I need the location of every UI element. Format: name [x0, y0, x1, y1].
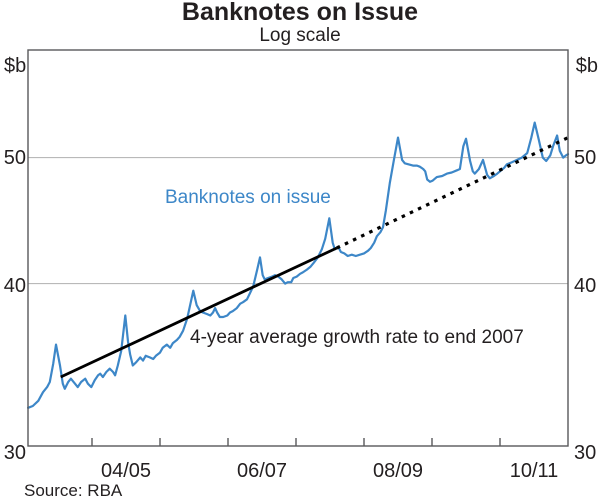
trend-dotted-line — [336, 136, 569, 250]
series-label: Banknotes on issue — [165, 187, 331, 208]
x-axis-ticks — [91, 438, 501, 446]
x-tick-label-0809: 08/09 — [372, 460, 424, 482]
x-tick-label-0405: 04/05 — [100, 460, 152, 482]
y-tick-label-30-left: 30 — [3, 442, 26, 464]
y-tick-label-30-right: 30 — [574, 442, 597, 464]
y-axis-unit-left: $b — [4, 55, 27, 77]
y-tick-label-50-right: 50 — [574, 147, 597, 169]
y-axis-unit-right: $b — [575, 55, 598, 77]
chart-subtitle: Log scale — [259, 25, 341, 46]
x-tick-label-0607: 06/07 — [236, 460, 288, 482]
chart-title: Banknotes on Issue — [181, 0, 419, 26]
trend-line-label: 4-year average growth rate to end 2007 — [190, 327, 524, 348]
y-tick-label-50-left: 50 — [3, 147, 26, 169]
y-tick-label-40-left: 40 — [3, 275, 26, 297]
source-note: Source: RBA — [24, 481, 123, 500]
x-tick-label-1011: 10/11 — [509, 460, 559, 482]
y-tick-label-40-right: 40 — [574, 275, 597, 297]
trend-solid-line — [60, 246, 338, 379]
plot-frame — [27, 49, 569, 447]
gridlines — [28, 157, 568, 285]
banknotes-series-line — [27, 121, 570, 409]
